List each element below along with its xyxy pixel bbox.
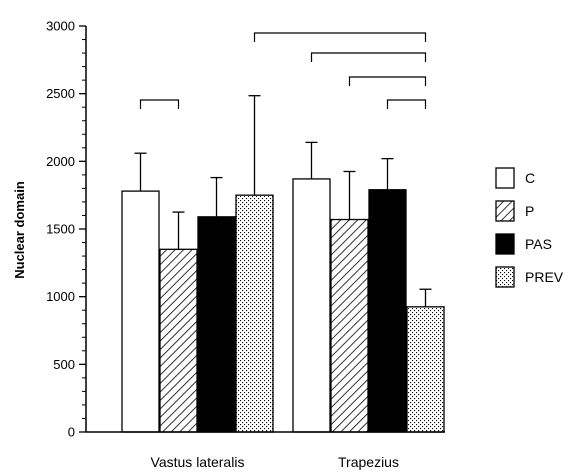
x-axis: Vastus lateralis Trapezius xyxy=(86,431,445,470)
significance-bracket xyxy=(253,32,427,42)
legend-swatch-p xyxy=(495,200,515,222)
bar-p-vastus-lateralis xyxy=(159,248,198,433)
legend: C P PAS PREV xyxy=(495,167,564,288)
legend-label-pas: PAS xyxy=(525,236,552,252)
legend-label-prev: PREV xyxy=(525,269,564,285)
y-tick-label: 500 xyxy=(53,357,75,372)
y-tick-label: 2000 xyxy=(46,154,75,169)
y-tick-label: 1500 xyxy=(46,222,75,237)
x-category-label: Vastus lateralis xyxy=(151,454,245,470)
legend-label-c: C xyxy=(525,170,535,186)
bar-c-trapezius xyxy=(292,178,331,433)
y-axis: 0 500 1000 1500 2000 2500 3000 xyxy=(46,19,87,440)
bar-c-vastus-lateralis xyxy=(121,190,160,433)
y-axis-title: Nuclear domain xyxy=(12,181,27,279)
bar-p-trapezius xyxy=(330,218,369,433)
legend-swatch-prev xyxy=(495,266,515,288)
bar-series-group xyxy=(121,178,445,433)
significance-bracket xyxy=(386,99,427,109)
legend-swatch-pas xyxy=(495,233,515,255)
bar-pas-trapezius xyxy=(368,189,407,433)
x-category-label: Trapezius xyxy=(338,454,399,470)
significance-bracket-group xyxy=(139,32,427,109)
legend-swatch-c xyxy=(495,167,515,189)
legend-label-p: P xyxy=(525,203,534,219)
bar-pas-vastus-lateralis xyxy=(197,216,236,433)
significance-bracket xyxy=(310,52,427,62)
y-tick-label: 2500 xyxy=(46,86,75,101)
y-tick-label: 3000 xyxy=(46,19,75,34)
y-tick-label: 1000 xyxy=(46,289,75,304)
error-bar-group xyxy=(134,95,432,307)
bar-prev-vastus-lateralis xyxy=(235,194,274,433)
y-tick-label: 0 xyxy=(68,425,75,440)
significance-bracket xyxy=(348,76,427,86)
significance-bracket xyxy=(139,99,180,109)
bar-prev-trapezius xyxy=(406,306,445,433)
